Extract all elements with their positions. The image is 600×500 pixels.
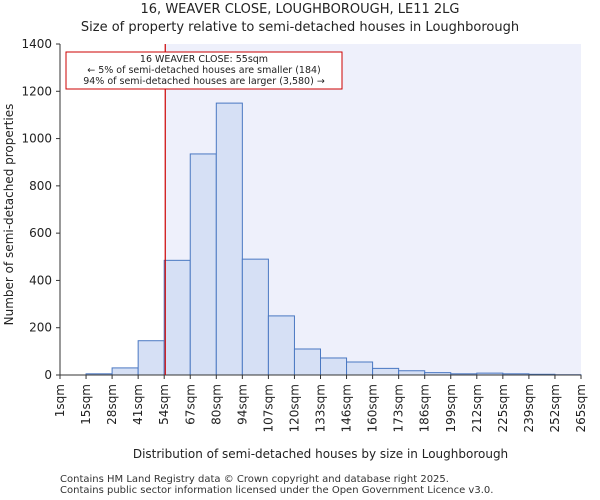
x-axis-title: Distribution of semi-detached houses by … (133, 447, 508, 461)
y-axis-title: Number of semi-detached properties (2, 104, 16, 326)
y-tick-label-800: 800 (29, 179, 52, 193)
chart-title: 16, WEAVER CLOSE, LOUGHBOROUGH, LE11 2LG (140, 2, 460, 17)
bar-120sqm (293, 348, 322, 376)
x-tick-label-212sqm: 212sqm (470, 384, 484, 432)
x-tick-label-67sqm: 67sqm (183, 384, 197, 425)
y-tick-label-200: 200 (29, 321, 52, 335)
bar-67sqm (189, 153, 217, 376)
bar-133sqm (320, 357, 348, 376)
annotation-line-3: 94% of semi-detached houses are larger (… (83, 76, 325, 87)
footer-line-1: Contains HM Land Registry data © Crown c… (60, 474, 449, 485)
x-tick-label-1sqm: 1sqm (53, 384, 67, 417)
x-tick-label-146sqm: 146sqm (340, 384, 354, 432)
y-tick-label-1400: 1400 (21, 37, 52, 51)
bar-160sqm (372, 367, 400, 376)
chart-subtitle: Size of property relative to semi-detach… (80, 20, 520, 35)
bar-54sqm (163, 259, 191, 376)
x-tick-label-160sqm: 160sqm (366, 384, 380, 432)
x-tick-label-107sqm: 107sqm (261, 384, 275, 432)
x-tick-label-199sqm: 199sqm (444, 384, 458, 432)
x-tick-label-173sqm: 173sqm (392, 384, 406, 432)
y-tick-label-1200: 1200 (21, 84, 52, 98)
x-tick-label-94sqm: 94sqm (235, 384, 249, 425)
y-tick-label-600: 600 (29, 226, 52, 240)
bar-28sqm (111, 367, 139, 376)
x-tick-label-120sqm: 120sqm (287, 384, 301, 432)
x-tick-label-54sqm: 54sqm (157, 384, 171, 425)
bar-94sqm (241, 258, 269, 376)
x-tick-label-15sqm: 15sqm (79, 384, 93, 425)
x-tick-label-28sqm: 28sqm (105, 384, 119, 425)
x-tick-label-225sqm: 225sqm (496, 384, 510, 432)
bar-173sqm (398, 370, 426, 376)
bar-80sqm (215, 102, 243, 376)
bar-41sqm (137, 340, 165, 376)
x-tick-label-186sqm: 186sqm (418, 384, 432, 432)
bar-107sqm (267, 315, 295, 376)
x-tick-label-252sqm: 252sqm (548, 384, 562, 432)
x-tick-label-41sqm: 41sqm (131, 384, 145, 425)
bar-146sqm (346, 361, 374, 376)
annotation-box (65, 51, 343, 90)
x-tick-label-239sqm: 239sqm (522, 384, 536, 432)
footer-line-2: Contains public sector information licen… (60, 485, 494, 496)
y-tick-label-0: 0 (44, 368, 52, 382)
annotation-line-2: ← 5% of semi-detached houses are smaller… (87, 65, 321, 76)
x-tick-label-133sqm: 133sqm (314, 384, 328, 432)
y-tick-label-400: 400 (29, 273, 52, 287)
annotation-line-1: 16 WEAVER CLOSE: 55sqm (140, 54, 268, 65)
y-tick-label-1000: 1000 (21, 132, 52, 146)
x-tick-label-265sqm: 265sqm (574, 384, 588, 432)
x-tick-label-80sqm: 80sqm (209, 384, 223, 425)
